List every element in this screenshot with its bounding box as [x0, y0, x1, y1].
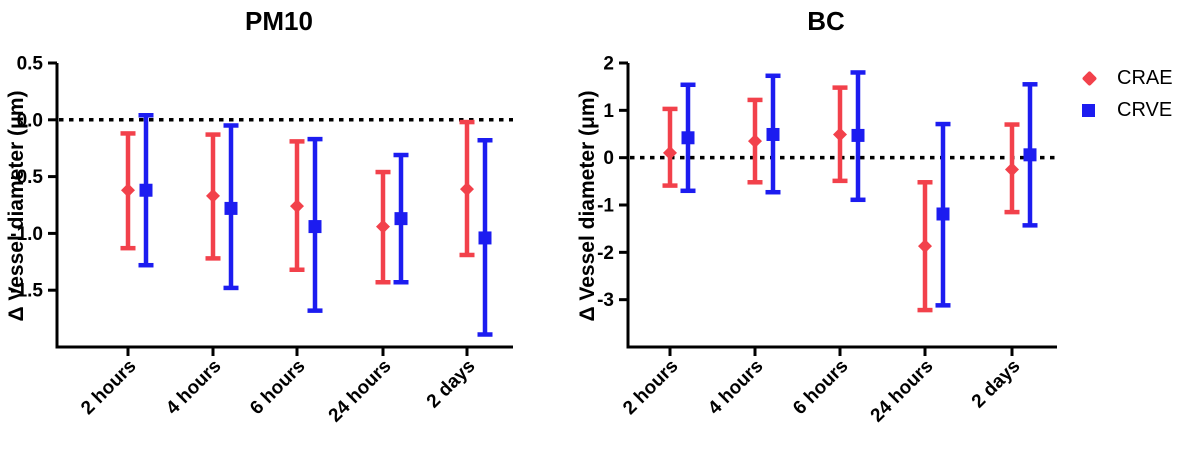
legend-label-crve: CRVE [1117, 98, 1173, 121]
bc-crve-2-hours-square-marker [681, 131, 695, 145]
pm10-ytick-label--1.5: -1.5 [10, 281, 43, 302]
pm10-xtick-label-2-hours: 2 hours [77, 356, 140, 419]
pm10-xtick-label-4-hours: 4 hours [162, 356, 225, 419]
bc-ytick-label--2: -2 [597, 243, 614, 264]
bc-crve-24-hours-square-marker [936, 207, 950, 221]
bc-xtick-label-6-hours: 6 hours [789, 356, 852, 419]
crve-square-marker-icon [1082, 103, 1095, 117]
bc-ytick-label-2: 2 [603, 54, 614, 75]
pm10-y-axis-label: Δ Vessel diameter (μm) [5, 90, 28, 322]
bc-ytick-label-1: 1 [603, 101, 614, 122]
pm10-crve-6-hours-square-marker [308, 220, 322, 234]
pm10-crve-2-hours-square-marker [139, 183, 153, 197]
pm10-ytick-label--1.0: -1.0 [10, 224, 43, 245]
legend: CRAE CRVE [1081, 66, 1173, 121]
pm10-ytick-label-0.0: 0.0 [17, 110, 43, 131]
bc-crve-2-days-square-marker [1023, 148, 1037, 162]
pm10-xtick-label-2-days: 2 days [423, 356, 480, 413]
bc-y-axis-label: Δ Vessel diameter (μm) [576, 90, 599, 322]
pm10-xtick-label-6-hours: 6 hours [246, 356, 309, 419]
pm10-panel-title: PM10 [245, 6, 313, 36]
pm10-ytick-label--0.5: -0.5 [10, 167, 43, 188]
pm10-xtick-label-24-hours: 24 hours [325, 356, 396, 427]
bc-xtick-label-24-hours: 24 hours [867, 356, 938, 427]
bc-crae-24-hours-diamond-marker [918, 239, 932, 254]
bc-crve-4-hours-square-marker [766, 127, 780, 141]
legend-item-crve: CRVE [1082, 98, 1173, 121]
bc-crae-6-hours-diamond-marker [833, 127, 847, 142]
pm10-crae-4-hours-diamond-marker [206, 188, 220, 203]
pm10-ytick-label-0.5: 0.5 [17, 54, 44, 75]
pm10-crae-6-hours-diamond-marker [290, 199, 304, 214]
bc-xtick-label-2-hours: 2 hours [619, 356, 682, 419]
bc-ytick-label-0: 0 [603, 148, 614, 169]
bc-panel-title: BC [807, 6, 845, 36]
bc-xtick-label-2-days: 2 days [968, 356, 1025, 413]
bc-ytick-label--3: -3 [597, 290, 614, 311]
bc-crae-4-hours-diamond-marker [748, 134, 762, 149]
pm10-crve-24-hours-square-marker [394, 212, 408, 226]
bc-ytick-label--1: -1 [597, 196, 614, 217]
pm10-crae-2-days-diamond-marker [460, 182, 474, 197]
bc-xtick-label-4-hours: 4 hours [704, 356, 767, 419]
crae-diamond-marker-icon [1081, 70, 1098, 86]
pm10-crve-2-days-square-marker [478, 231, 492, 245]
bc-crae-2-hours-diamond-marker [663, 145, 677, 160]
pm10-crae-24-hours-diamond-marker [376, 219, 390, 234]
bc-crae-2-days-diamond-marker [1005, 162, 1019, 177]
pm10-crve-4-hours-square-marker [224, 201, 238, 215]
pm10-crae-2-hours-diamond-marker [121, 183, 135, 198]
bc-crve-6-hours-square-marker [851, 128, 865, 142]
legend-label-crae: CRAE [1117, 66, 1173, 89]
legend-item-crae: CRAE [1081, 66, 1173, 89]
